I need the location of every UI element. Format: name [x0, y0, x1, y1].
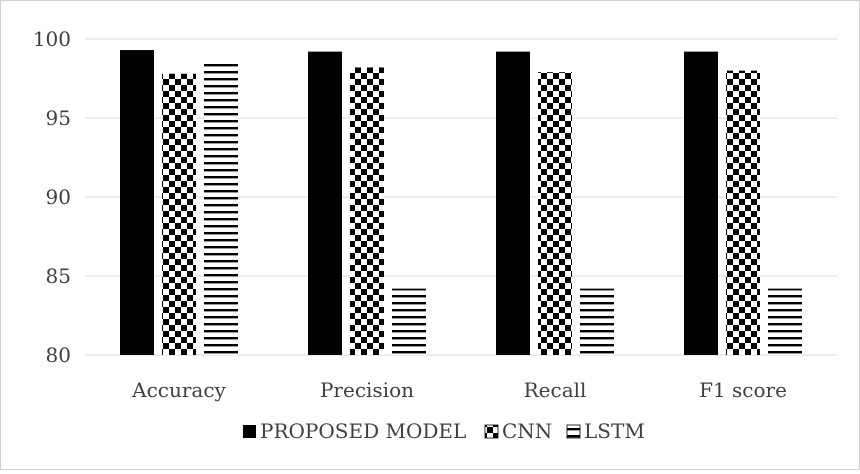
legend: PROPOSED MODEL CNN LSTM — [243, 419, 645, 443]
x-axis-ticks: Accuracy Precision Recall F1 score — [131, 378, 787, 402]
y-tick-label: 80 — [46, 343, 71, 367]
legend-label: CNN — [502, 419, 552, 443]
bar-cnn — [350, 67, 384, 355]
legend-swatch — [243, 425, 256, 438]
y-tick-label: 95 — [46, 106, 71, 130]
bar-proposed-model — [308, 51, 342, 355]
bar-cnn — [162, 73, 196, 355]
bar-cnn — [726, 70, 760, 355]
x-tick-label: Precision — [320, 378, 414, 402]
bar-proposed-model — [684, 51, 718, 355]
bar-lstm — [768, 288, 802, 355]
legend-label: LSTM — [584, 419, 645, 443]
x-tick-label: F1 score — [699, 378, 787, 402]
gridlines — [85, 38, 837, 356]
y-tick-label: 90 — [46, 185, 71, 209]
bar-proposed-model — [496, 51, 530, 355]
legend-swatch — [566, 424, 581, 439]
y-tick-label: 100 — [33, 27, 71, 51]
bar-lstm — [580, 288, 614, 355]
bar-cnn — [538, 72, 572, 356]
y-axis-ticks: 80 85 90 95 100 — [33, 27, 71, 367]
x-tick-label: Recall — [524, 378, 587, 402]
bar-proposed-model — [120, 50, 154, 356]
x-tick-label: Accuracy — [131, 378, 226, 402]
bar-lstm — [204, 59, 238, 355]
y-tick-label: 85 — [46, 264, 71, 288]
legend-label: PROPOSED MODEL — [260, 419, 466, 443]
legend-swatch — [484, 424, 499, 439]
bars — [120, 50, 802, 356]
bar-lstm — [392, 288, 426, 355]
